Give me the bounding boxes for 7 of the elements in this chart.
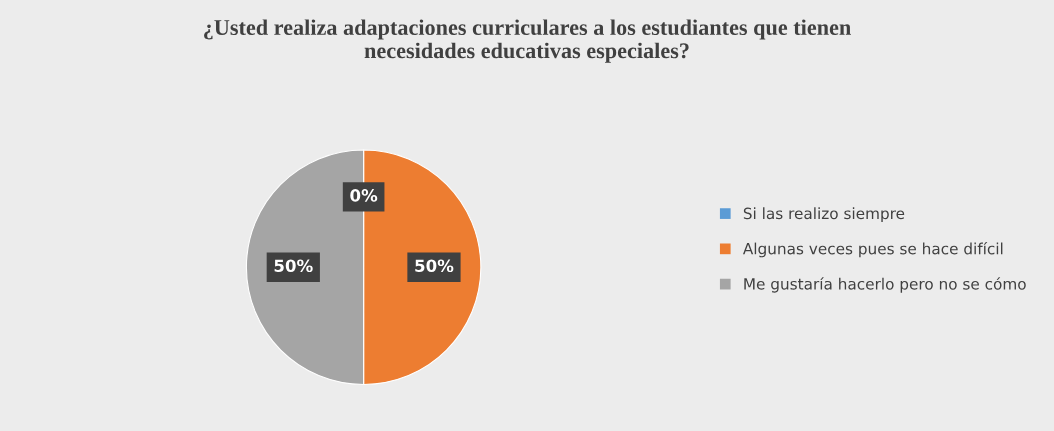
legend-label: Me gustaría hacerlo pero no se cómo [744,277,1026,293]
chart-title: ¿Usted realiza adaptaciones curriculares a los estudiantes que tienen necesidades educativas especiales? [204,19,851,63]
legend-label: Si las realizo siempre [743,207,905,223]
data-label: 50% [274,259,313,273]
text: 0% [350,189,378,202]
data-label: 50% [415,259,454,273]
legend-label: Algunas veces pues se hace difícil [742,241,1003,258]
